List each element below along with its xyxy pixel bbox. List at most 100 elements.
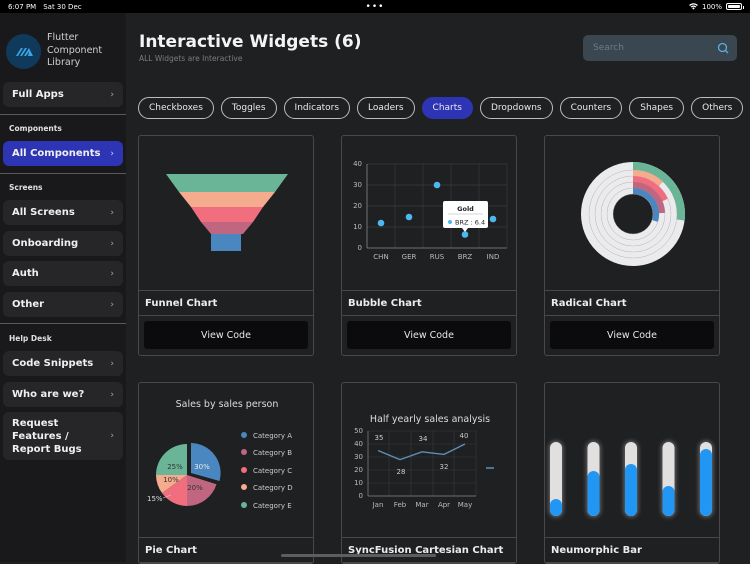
tab-loaders[interactable]: Loaders [357,97,415,119]
divider [0,114,126,115]
card-bubble-chart[interactable]: 40 30 20 10 0 CHN GER RUS BRZ IND Gold BRZ : 6.4 [341,135,517,356]
brand-line-2: Component [47,44,103,56]
sidebar-item-full-apps[interactable]: Full Apps › [3,82,123,107]
sidebar-item-label: Other [12,299,45,310]
sidebar-item-auth[interactable]: Auth › [3,261,123,286]
view-code-button[interactable]: View Code [144,321,308,349]
svg-text:Category B: Category B [253,449,292,457]
chevron-right-icon: › [110,238,114,249]
svg-text:IND: IND [487,253,500,261]
svg-text:CHN: CHN [373,253,388,261]
svg-text:RUS: RUS [430,253,445,261]
card-title: Pie Chart [139,538,313,563]
search-icon[interactable] [717,42,729,54]
search-input[interactable] [593,43,703,53]
sidebar-item-label: Full Apps [12,89,64,100]
sidebar-item-label: All Components [12,148,101,159]
sidebar-item-label: Auth [12,268,39,279]
sidebar-item-other[interactable]: Other › [3,292,123,317]
sidebar-item-label: Onboarding [12,238,79,249]
wifi-icon [689,3,698,10]
svg-text:Feb: Feb [394,501,407,509]
tab-checkboxes[interactable]: Checkboxes [138,97,214,119]
svg-text:10: 10 [354,479,363,487]
card-syncfusion-cartesian-chart[interactable]: Half yearly sales analysis 50 40 30 20 10 0 J… [341,382,517,564]
sidebar-item-all-screens[interactable]: All Screens › [3,200,123,225]
card-title: Bubble Chart [342,291,516,316]
svg-text:BRZ : 6.4: BRZ : 6.4 [455,219,485,227]
svg-text:0: 0 [358,244,362,252]
svg-text:Half yearly sales analysis: Half yearly sales analysis [370,414,490,425]
chevron-right-icon: › [110,430,114,441]
app-logo-icon [6,33,41,69]
card-funnel-chart[interactable]: Funnel Chart View Code [138,135,314,356]
divider [0,173,126,174]
chevron-right-icon: › [110,389,114,400]
svg-text:40: 40 [460,432,469,440]
legend: Category A Category B Category C Categor… [241,432,293,510]
tooltip: Gold BRZ : 6.4 [443,201,488,232]
tab-toggles[interactable]: Toggles [220,97,277,119]
svg-text:20: 20 [354,466,363,474]
tab-shapes[interactable]: Shapes [629,97,685,119]
svg-text:20: 20 [353,202,362,210]
svg-text:Jan: Jan [372,501,384,509]
neumorphic-bar-chart[interactable] [545,383,719,538]
card-radical-chart[interactable]: Radical Chart View Code [544,135,720,356]
view-code-button[interactable]: View Code [550,321,714,349]
svg-text:40: 40 [353,160,362,168]
radial-bar-chart[interactable] [545,136,719,291]
sidebar-item-all-components[interactable]: All Components › [3,141,123,166]
svg-text:30: 30 [353,181,362,189]
brand[interactable]: Flutter Component Library [0,13,126,79]
chevron-right-icon: › [110,358,114,369]
chevron-right-icon: › [110,268,114,279]
card-title: Funnel Chart [139,291,313,316]
sidebar-item-label: Code Snippets [12,358,94,369]
svg-text:15%: 15% [147,495,163,503]
category-tabs: Checkboxes Toggles Indicators Loaders Ch… [138,97,744,119]
line-chart[interactable]: Half yearly sales analysis 50 40 30 20 10 0 J… [342,383,516,538]
funnel-chart[interactable] [139,136,313,291]
sidebar-item-label: Who are we? [12,389,85,400]
svg-text:GER: GER [402,253,417,261]
bubble-chart[interactable]: 40 30 20 10 0 CHN GER RUS BRZ IND Gold BRZ : 6.4 [342,136,516,291]
card-title: SyncFusion Cartesian Chart [342,538,516,563]
chevron-right-icon: › [110,89,114,100]
svg-text:30: 30 [354,453,363,461]
status-bar: 6:07 PM Sat 30 Dec ••• 100% [0,0,750,13]
sidebar-item-who-are-we[interactable]: Who are we? › [3,382,123,407]
view-code-button[interactable]: View Code [347,321,511,349]
tab-indicators[interactable]: Indicators [283,97,351,119]
tab-counters[interactable]: Counters [559,97,623,119]
status-date: Sat 30 Dec [43,2,82,11]
page-subtitle: ALL Widgets are Interactive [139,54,243,63]
svg-text:34: 34 [419,435,428,443]
svg-text:40: 40 [354,440,363,448]
home-indicator[interactable] [281,554,436,557]
svg-text:BRZ: BRZ [458,253,473,261]
svg-text:30%: 30% [194,463,210,471]
svg-text:32: 32 [440,463,449,471]
svg-text:20%: 20% [187,484,203,492]
sidebar-item-label: Request Features / Report Bugs [12,417,82,455]
tab-charts[interactable]: Charts [421,97,473,119]
card-pie-chart[interactable]: Sales by sales person 30% 20% 10% 25% 15… [138,382,314,564]
svg-text:Category C: Category C [253,467,292,475]
svg-text:Mar: Mar [415,501,428,509]
sidebar-item-onboarding[interactable]: Onboarding › [3,231,123,256]
multitask-dots[interactable]: ••• [365,1,385,12]
svg-text:Category E: Category E [253,502,292,510]
sidebar-item-request-features[interactable]: Request Features / Report Bugs › [3,412,123,460]
section-label-help-desk: Help Desk [9,334,52,343]
tab-others[interactable]: Others [691,97,744,119]
page-title: Interactive Widgets (6) [139,32,362,52]
svg-text:0: 0 [359,492,363,500]
divider [0,323,126,324]
pie-chart[interactable]: Sales by sales person 30% 20% 10% 25% 15… [139,383,313,538]
tab-dropdowns[interactable]: Dropdowns [479,97,553,119]
sidebar-item-code-snippets[interactable]: Code Snippets › [3,351,123,376]
card-neumorphic-bar[interactable]: Neumorphic Bar [544,382,720,564]
main-content: Interactive Widgets (6) ALL Widgets are … [126,13,750,564]
search-bar[interactable] [583,35,737,61]
